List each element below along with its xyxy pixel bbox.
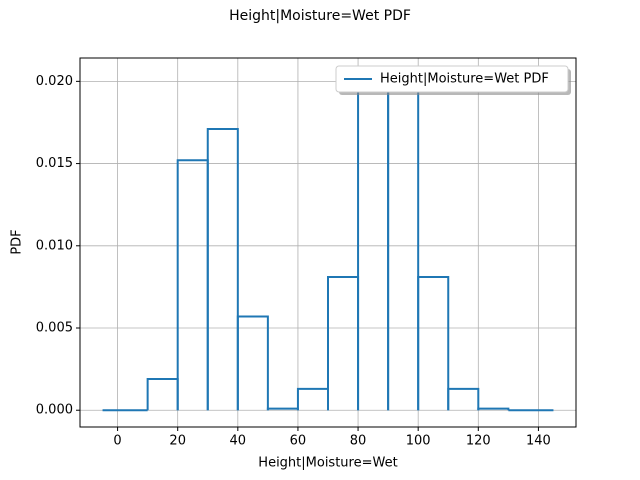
- x-tick-label: 140: [526, 434, 551, 449]
- x-tick-label: 60: [290, 434, 307, 449]
- histogram-bar: [447, 387, 480, 411]
- y-tick-label: 0.020: [36, 74, 73, 89]
- legend: Height|Moisture=Wet PDF: [335, 65, 571, 95]
- y-tick-label: 0.005: [36, 321, 73, 336]
- ticks: 0 20 40 60 80 100 120 140 0.000 0.005 0.010 0.015 0.…: [36, 74, 551, 449]
- y-tick-label: 0.000: [36, 403, 73, 418]
- x-tick-label: 20: [169, 434, 186, 449]
- x-axis-label: Height|Moisture=Wet: [258, 456, 397, 471]
- chart-title: Height|Moisture=Wet PDF: [229, 8, 411, 24]
- y-tick-label: 0.015: [36, 156, 73, 171]
- legend-label: Height|Moisture=Wet PDF: [380, 72, 549, 87]
- histogram-bar: [236, 315, 269, 411]
- x-tick-label: 120: [466, 434, 491, 449]
- y-tick-label: 0.010: [36, 238, 73, 253]
- x-tick-label: 80: [350, 434, 367, 449]
- histogram-bar: [206, 128, 239, 411]
- x-tick-label: 0: [113, 434, 121, 449]
- x-tick-label: 40: [230, 434, 247, 449]
- histogram-bar: [417, 276, 450, 411]
- legend-box: [335, 65, 569, 93]
- x-tick-label: 100: [406, 434, 431, 449]
- y-axis-label: PDF: [10, 229, 25, 254]
- axes-frame: [79, 57, 577, 428]
